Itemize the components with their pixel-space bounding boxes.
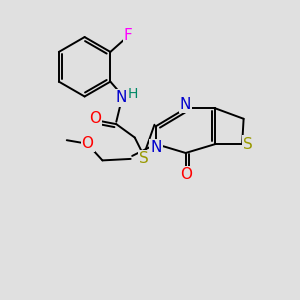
Text: O: O <box>89 111 101 126</box>
Text: H: H <box>128 86 138 100</box>
Text: O: O <box>180 167 192 182</box>
Text: O: O <box>82 136 94 151</box>
Text: S: S <box>243 136 252 152</box>
Text: N: N <box>180 97 191 112</box>
Text: N: N <box>115 91 126 106</box>
Text: N: N <box>150 140 162 155</box>
Text: S: S <box>139 152 148 166</box>
Text: F: F <box>124 28 133 43</box>
